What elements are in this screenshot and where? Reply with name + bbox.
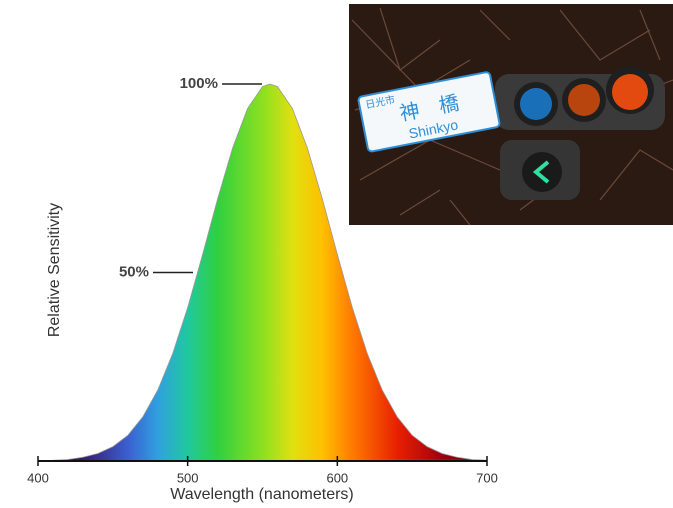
x-tick-label: 600 bbox=[326, 470, 348, 485]
x-tick-label: 400 bbox=[27, 470, 49, 485]
photo: 日光市 神 橋 Shinkyo bbox=[349, 4, 673, 225]
y-tick-label: 50% bbox=[119, 263, 149, 280]
chart: 400 500 600 700 50% 100% Wavelength (nanomete… bbox=[0, 0, 673, 508]
x-axis-label: Wavelength (nanometers) bbox=[170, 486, 354, 503]
x-tick-label: 700 bbox=[476, 470, 498, 485]
y-axis-label: Relative Sensitivity bbox=[46, 203, 63, 337]
page: 400 500 600 700 50% 100% Wavelength (nanomete… bbox=[0, 0, 673, 508]
x-tick-label: 500 bbox=[177, 470, 199, 485]
y-tick-label: 100% bbox=[180, 75, 218, 92]
